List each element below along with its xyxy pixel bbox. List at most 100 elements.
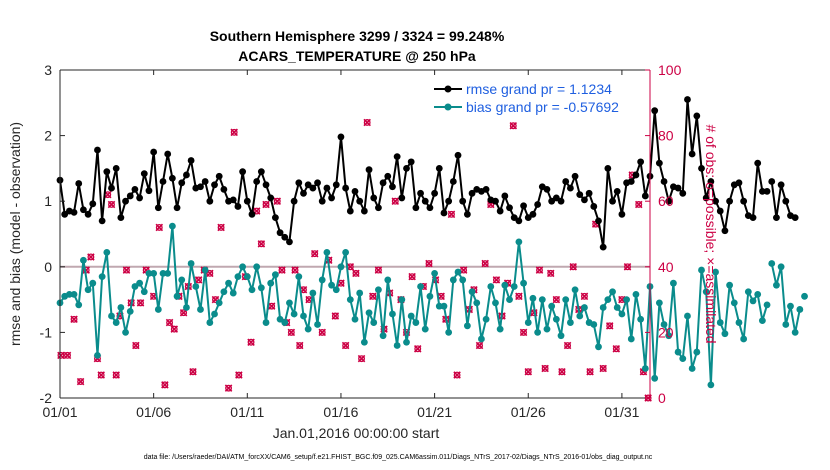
series-point-bias — [70, 290, 78, 298]
series-point-rmse — [735, 179, 743, 187]
series-point-bias — [154, 306, 162, 313]
series-point-rmse — [309, 184, 317, 192]
x-tick-label: 01/11 — [230, 404, 264, 420]
series-point-bias — [599, 304, 607, 311]
series-point-rmse — [707, 178, 715, 185]
obs-assimilated-marker — [374, 266, 383, 274]
series-point-rmse — [534, 201, 542, 208]
obs-assimilated-marker — [492, 276, 501, 284]
obs-possible-marker — [346, 263, 354, 271]
series-point-rmse — [154, 204, 162, 212]
obs-assimilated-marker — [481, 259, 489, 268]
series-point-rmse — [684, 96, 691, 103]
series-point-rmse — [716, 207, 724, 215]
series-point-bias — [75, 301, 83, 309]
series-point-rmse — [393, 153, 401, 160]
axes: 01/01 01/06 01/11 01/16 01/21 01/26 01/31 -2 -1 0… — [40, 62, 682, 420]
series-point-bias — [758, 317, 766, 324]
series-point-bias — [520, 279, 527, 287]
obs-assimilated-marker — [318, 328, 326, 337]
series-point-bias — [421, 325, 429, 333]
series-point-rmse — [248, 210, 256, 218]
series-point-bias — [777, 263, 785, 271]
series-point-bias — [445, 329, 453, 336]
series-point-rmse — [140, 170, 148, 178]
obs-assimilated-marker — [612, 345, 621, 353]
series-point-rmse — [412, 204, 420, 212]
obs-possible-marker — [296, 342, 304, 349]
series-point-rmse — [431, 189, 439, 197]
series-point-rmse — [566, 184, 574, 192]
series-point-bias — [543, 325, 551, 333]
series-point-rmse — [98, 217, 106, 225]
obs-assimilated-marker — [112, 371, 120, 379]
obs-assimilated-marker — [357, 354, 366, 363]
series-point-bias — [744, 288, 752, 296]
series-point-rmse — [332, 181, 340, 189]
legend-marker-rmse — [444, 85, 452, 93]
obs-assimilated-marker — [569, 263, 577, 271]
x-tick-label: 01/06 — [136, 404, 171, 420]
obs-possible-marker — [524, 368, 532, 376]
obs-assimilated-marker — [273, 197, 282, 205]
series-point-rmse — [211, 181, 218, 189]
series-point-rmse — [215, 172, 223, 180]
series-point-rmse — [262, 181, 270, 189]
obs-possible-marker — [82, 266, 90, 274]
x-tick-label: 01/16 — [323, 404, 358, 420]
obs-possible-marker — [442, 315, 450, 323]
series-point-bias — [98, 273, 106, 281]
obs-possible-marker — [166, 319, 174, 327]
series-point-bias — [618, 310, 626, 318]
series-point-bias — [478, 335, 485, 343]
series-point-rmse — [112, 165, 120, 172]
obs-possible-marker — [195, 276, 203, 284]
obs-possible-marker — [230, 128, 238, 136]
series-point-rmse — [440, 209, 448, 217]
series-point-bias — [506, 296, 513, 303]
obs-possible-marker — [108, 201, 115, 208]
series-point-bias — [271, 271, 279, 279]
obs-possible-marker — [217, 223, 225, 231]
obs-possible-marker — [606, 322, 614, 330]
obs-assimilated-marker — [408, 272, 416, 281]
series-point-bias — [346, 296, 354, 303]
series-point-rmse — [543, 185, 551, 193]
series-point-bias — [454, 268, 462, 276]
series-point-rmse — [398, 194, 406, 202]
series-point-rmse — [679, 189, 687, 197]
series-point-rmse — [515, 217, 523, 225]
series-point-bias — [360, 338, 368, 346]
series-point-rmse — [108, 184, 115, 192]
obs-possible-marker — [287, 328, 295, 336]
legend: rmse grand pr = 1.1234 bias grand pr = -… — [434, 81, 619, 115]
series-point-bias — [538, 296, 546, 303]
series-point-rmse — [557, 197, 565, 205]
series-point-bias — [234, 273, 242, 281]
series-point-bias — [660, 321, 668, 328]
obs-assimilated-marker — [287, 328, 296, 337]
obs-possible-marker — [374, 266, 382, 274]
series-point-rmse — [407, 158, 415, 166]
series-point-bias — [314, 321, 321, 328]
series-point-bias — [496, 325, 504, 333]
series-point-rmse — [595, 217, 602, 225]
obs-possible-marker — [311, 250, 319, 258]
obs-assimilated-marker — [623, 263, 632, 271]
series-point-bias — [365, 309, 373, 317]
series-point-rmse — [70, 208, 78, 216]
series-point-rmse — [782, 197, 790, 205]
series-point-rmse — [346, 207, 354, 215]
series-point-rmse — [145, 187, 153, 195]
obs-assimilated-marker — [558, 367, 566, 376]
obs-assimilated-marker — [116, 312, 124, 320]
series-point-rmse — [768, 178, 776, 185]
series-point-bias — [712, 268, 719, 276]
obs-possible-marker — [77, 378, 85, 386]
obs-assimilated-marker — [299, 285, 308, 294]
series-point-rmse — [314, 179, 321, 187]
obs-possible-marker — [520, 328, 528, 336]
series-point-bias — [679, 355, 687, 363]
series-point-rmse — [351, 187, 359, 195]
obs-possible-marker — [498, 312, 506, 320]
